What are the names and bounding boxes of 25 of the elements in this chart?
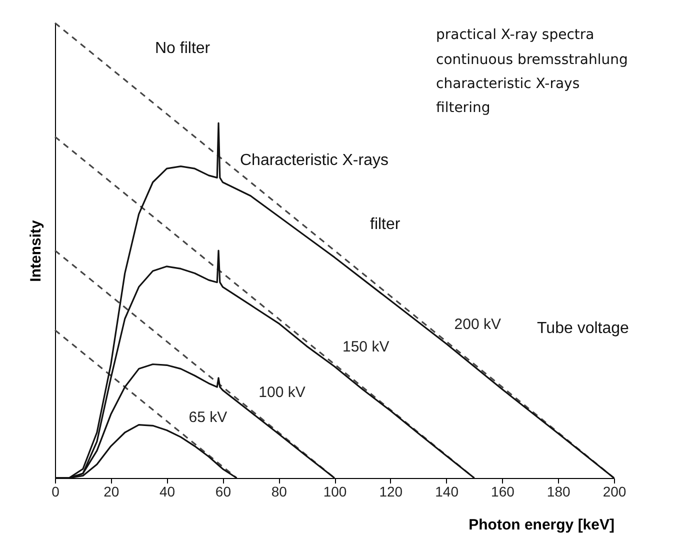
series-label: 200 kV [454,316,502,333]
annotation: characteristic X-rays [436,76,580,92]
series-label: 100 kV [258,384,306,402]
x-axis-title: Photon energy [keV] [468,516,614,534]
annotation: filter [370,216,401,233]
x-tick-label: 20 [104,484,120,500]
x-tick-label: 140 [435,484,459,500]
annotation: continuous bremsstrahlung [436,52,628,68]
annotation: practical X-ray spectra [436,27,594,43]
annotation: No filter [155,40,211,57]
x-tick-label: 200 [602,484,626,500]
y-axis-title: Intensity [28,220,44,282]
x-tick-label: 40 [160,484,176,500]
series-label: 150 kV [342,338,390,356]
x-tick-label: 60 [215,484,232,500]
x-tick-label: 180 [546,484,570,500]
x-tick-label: 100 [323,484,347,500]
x-tick-label: 120 [379,484,403,500]
x-tick-label: 160 [491,484,515,500]
x-tick-label: 0 [52,484,60,500]
annotation: Tube voltage [537,320,630,337]
series-label: 65 kV [188,409,228,426]
annotation: Characteristic X-rays [240,152,388,169]
x-tick-label: 80 [271,484,288,500]
annotation: filtering [436,100,490,116]
